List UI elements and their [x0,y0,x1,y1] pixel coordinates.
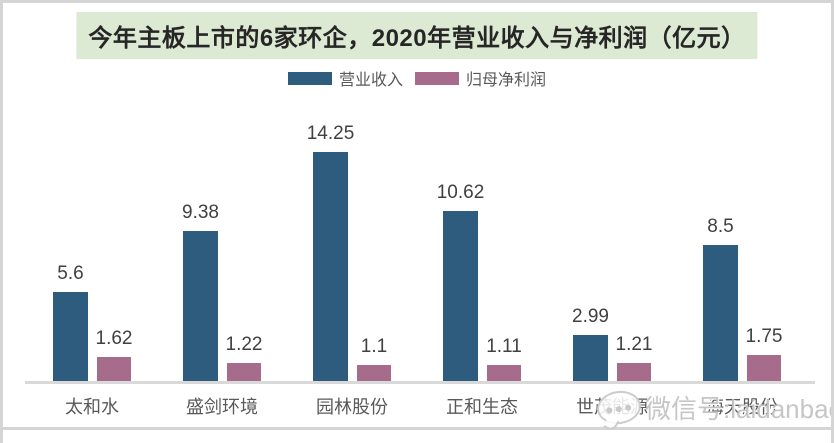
net-profit-bar [487,365,521,383]
net-profit-bar [357,365,391,383]
category-label: 园林股份 [316,397,388,417]
net-profit-bar [97,357,131,383]
chart-legend: 营业收入 归母净利润 [3,66,831,90]
revenue-bar [443,211,478,383]
revenue-value-label: 10.62 [436,182,485,203]
chart-title: 今年主板上市的6家环企，2020年营业收入与净利润（亿元） [76,12,758,59]
revenue-bar [313,152,348,383]
legend-swatch-net-profit [415,71,459,85]
category-label: 盛剑环境 [186,397,258,417]
plot-area: 5.6 1.62 太和水 9.38 1.22 盛剑环境 14.25 1.1 园林股份 10.62 1… [3,3,831,443]
bottom-border-line [3,427,831,430]
revenue-value-label: 2.99 [572,306,609,327]
net-profit-value-label: 1.62 [95,328,133,349]
revenue-value-label: 14.25 [306,123,355,144]
legend-item-net-profit: 归母净利润 [415,66,546,90]
category-label: 太和水 [65,397,119,417]
revenue-bar [183,231,218,383]
net-profit-value-label: 1.75 [745,326,783,347]
category-label: 世茂能源 [576,397,648,417]
net-profit-bar [227,363,261,383]
revenue-value-label: 9.38 [182,202,219,223]
net-profit-value-label: 1.21 [615,334,653,355]
x-axis-line [25,381,815,384]
legend-swatch-revenue [287,71,332,85]
revenue-value-label: 5.6 [57,263,84,284]
net-profit-value-label: 1.22 [225,334,263,355]
net-profit-value-label: 1.1 [360,336,388,357]
net-profit-bar [617,363,651,383]
revenue-bar [573,335,608,383]
revenue-value-label: 8.5 [707,216,734,237]
category-label: 正和生态 [446,397,518,417]
net-profit-bar [747,355,781,383]
category-label: 海天股份 [706,397,778,417]
net-profit-value-label: 1.11 [486,336,522,357]
legend-item-revenue: 营业收入 [287,66,403,90]
revenue-bar [703,245,738,383]
legend-label-net-profit: 归母净利润 [466,72,547,89]
revenue-bar [53,292,88,383]
legend-label-revenue: 营业收入 [338,72,403,89]
